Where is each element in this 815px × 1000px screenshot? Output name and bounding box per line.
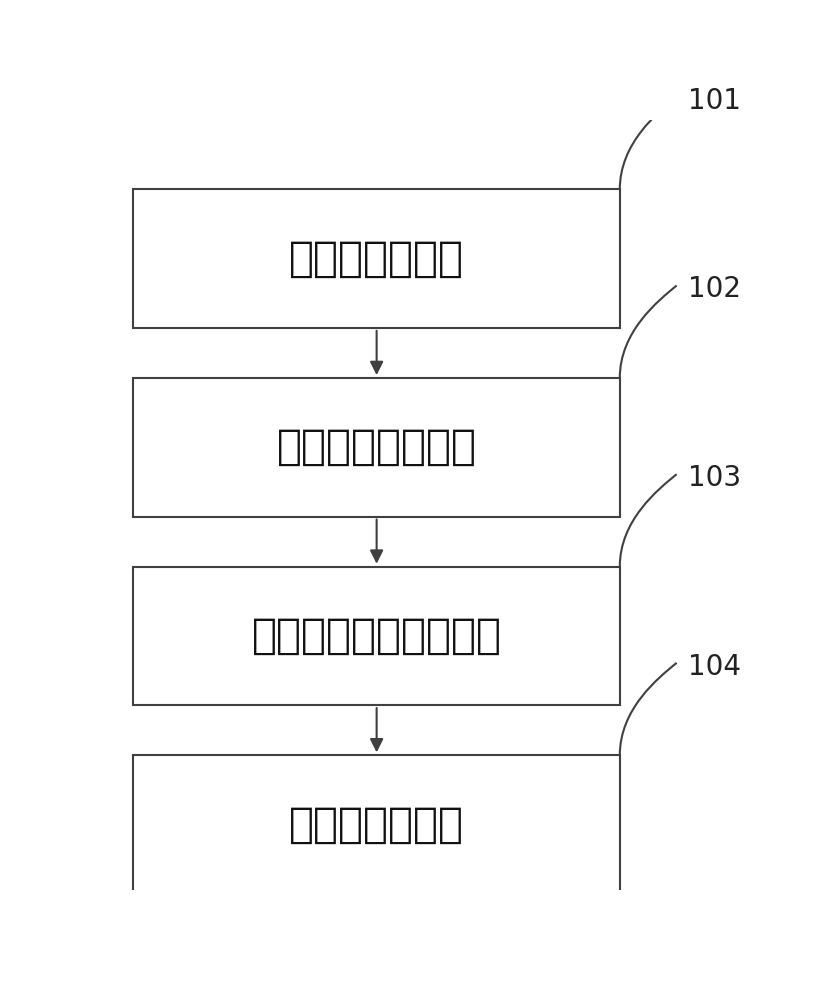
Bar bbox=[134, 189, 619, 328]
Text: 拟合线输出模块: 拟合线输出模块 bbox=[289, 238, 464, 280]
Text: 偏差向量计算模块: 偏差向量计算模块 bbox=[276, 426, 477, 468]
Text: 平滑线输出模块: 平滑线输出模块 bbox=[289, 804, 464, 846]
Bar bbox=[134, 755, 619, 894]
Text: 102: 102 bbox=[688, 275, 741, 303]
Text: 104: 104 bbox=[688, 653, 741, 681]
Text: 101: 101 bbox=[688, 87, 741, 115]
Text: 偏差系数向量计算模块: 偏差系数向量计算模块 bbox=[252, 615, 501, 657]
Text: 103: 103 bbox=[688, 464, 741, 492]
Bar bbox=[134, 378, 619, 517]
Bar bbox=[134, 567, 619, 705]
